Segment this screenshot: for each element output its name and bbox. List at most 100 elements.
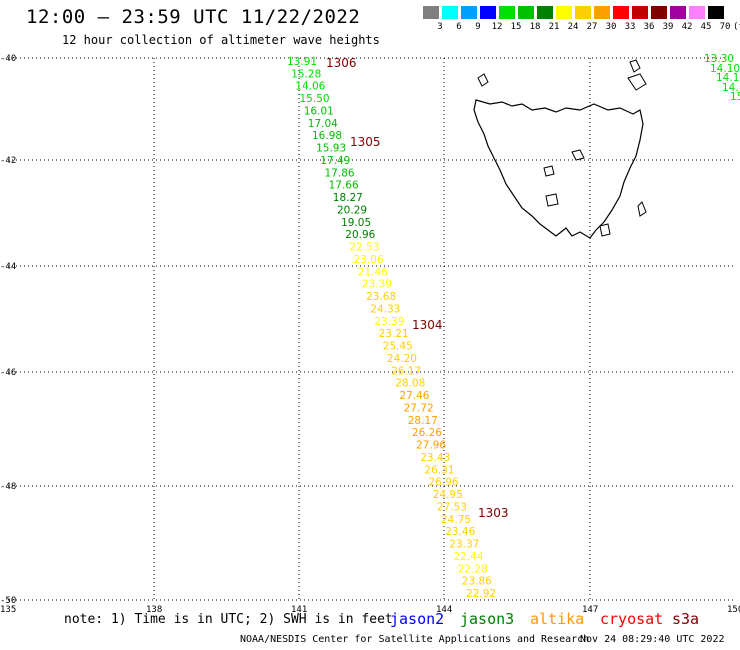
wave-height-value: 24.95 [433, 489, 463, 501]
maria-island [637, 201, 647, 217]
legend-swatch [480, 6, 496, 19]
edge-wave-height-value: 13.30 [704, 53, 734, 65]
tasmania-lakes [543, 149, 611, 237]
wave-height-value: 20.96 [345, 229, 375, 241]
wave-height-value: 23.06 [354, 254, 384, 266]
longitude-label: 147 [582, 605, 598, 615]
latitude-label: -40 [0, 54, 16, 64]
edge-wave-height-value: 14.10 [710, 63, 740, 75]
longitude-label: 150 [727, 605, 740, 615]
latitude-label: -48 [0, 482, 16, 492]
wave-height-value: 26.26 [412, 427, 442, 439]
edge-wave-height-value: 15 [730, 91, 740, 103]
legend-swatch [651, 6, 667, 19]
map-subtitle: 12 hour collection of altimeter wave hei… [62, 33, 380, 47]
satellite-name: s3a [672, 610, 700, 628]
legend-swatch [594, 6, 610, 19]
wave-height-value: 17.86 [325, 167, 355, 179]
latitude-label: -50 [0, 596, 16, 606]
legend-label: 21 [548, 22, 560, 32]
legend-swatch [632, 6, 648, 19]
wave-height-value: 24.75 [441, 514, 471, 526]
track-time-label: 1303 [478, 506, 509, 520]
wave-height-value: 27.53 [437, 501, 467, 513]
wave-height-value: 13.91 [287, 56, 317, 68]
wave-height-value: 28.17 [408, 415, 438, 427]
longitude-label: 135 [0, 605, 16, 615]
wave-height-value: 23.68 [366, 291, 396, 303]
generation-timestamp: Nov 24 08:29:40 UTC 2022 [580, 634, 725, 645]
legend-swatch [518, 6, 534, 19]
legend-label: 30 [605, 22, 617, 32]
tasmania-coastline [473, 59, 647, 239]
legend-swatch [689, 6, 705, 19]
wave-height-value: 21.46 [358, 266, 388, 278]
legend-label: 70 [719, 22, 731, 32]
satellite-name: jason3 [460, 610, 515, 628]
satellite-name: altika [530, 610, 585, 628]
legend-swatch [537, 6, 553, 19]
wave-height-value: 27.96 [416, 440, 446, 452]
satellite-name: cryosat [600, 610, 664, 628]
wave-height-value: 15.28 [291, 68, 321, 80]
legend-label: 3 [437, 22, 443, 32]
legend-swatch [670, 6, 686, 19]
legend-label: 15 [510, 22, 522, 32]
wave-height-value: 25.45 [383, 341, 413, 353]
longitude-label: 141 [291, 605, 307, 615]
wave-height-value: 15.93 [316, 143, 346, 155]
legend-label: 6 [456, 22, 462, 32]
wave-height-value: 23.37 [449, 539, 479, 551]
latitude-label: -42 [0, 156, 16, 166]
edge-wave-height-value: 14.1 [716, 72, 739, 84]
track-time-label: 1305 [350, 135, 381, 149]
wave-height-value: 23.43 [420, 452, 450, 464]
track-time-label: 1306 [326, 56, 357, 70]
legend-label: 42 [681, 22, 693, 32]
legend-label: 24 [567, 22, 579, 32]
wave-height-value: 26.31 [424, 464, 454, 476]
wave-height-value: 22.44 [454, 551, 484, 563]
wave-height-value: 17.49 [320, 155, 350, 167]
longitude-label: 138 [146, 605, 162, 615]
wave-height-value: 14.06 [295, 81, 325, 93]
wave-height-value: 24.20 [387, 353, 417, 365]
wave-height-value: 27.46 [399, 390, 429, 402]
legend-swatch [499, 6, 515, 19]
tasmania-outline [473, 99, 644, 239]
legend-label: 36 [643, 22, 655, 32]
legend-swatch [461, 6, 477, 19]
wave-height-value: 19.05 [341, 217, 371, 229]
legend-label: 12 [491, 22, 503, 32]
units-note: note: 1) Time is in UTC; 2) SWH is in fe… [64, 612, 393, 627]
wave-height-track: 13.9115.2814.0615.5016.0117.0416.9815.93… [287, 56, 496, 600]
legend-label: 18 [529, 22, 541, 32]
map-title: 12:00 — 23:59 UTC 11/22/2022 [26, 6, 361, 28]
legend-swatch [423, 6, 439, 19]
wave-height-value: 23.39 [362, 279, 392, 291]
wave-height-value: 16.01 [304, 106, 334, 118]
wave-height-value: 22.28 [458, 563, 488, 575]
longitude-label: 144 [436, 605, 452, 615]
legend-unit: (ft) [733, 22, 740, 32]
legend-swatch [575, 6, 591, 19]
credit-line: NOAA/NESDIS Center for Satellite Applica… [240, 634, 590, 645]
wave-height-value: 23.86 [462, 576, 492, 588]
wave-height-value: 28.08 [395, 378, 425, 390]
wave-height-value: 23.46 [445, 526, 475, 538]
wave-height-value: 26.17 [391, 365, 421, 377]
legend-label: 33 [624, 22, 636, 32]
wave-height-value: 17.04 [308, 118, 338, 130]
latitude-label: -46 [0, 368, 16, 378]
wave-height-value: 27.72 [404, 402, 434, 414]
tasmania-north-islands [477, 59, 647, 91]
wave-height-value: 20.29 [337, 205, 367, 217]
wave-height-value: 22.92 [466, 588, 496, 600]
wave-height-value: 23.21 [379, 328, 409, 340]
time-labels: 1306 1305 1304 1303 [326, 56, 509, 520]
legend-swatch [708, 6, 724, 19]
wave-height-value: 22.53 [349, 242, 379, 254]
